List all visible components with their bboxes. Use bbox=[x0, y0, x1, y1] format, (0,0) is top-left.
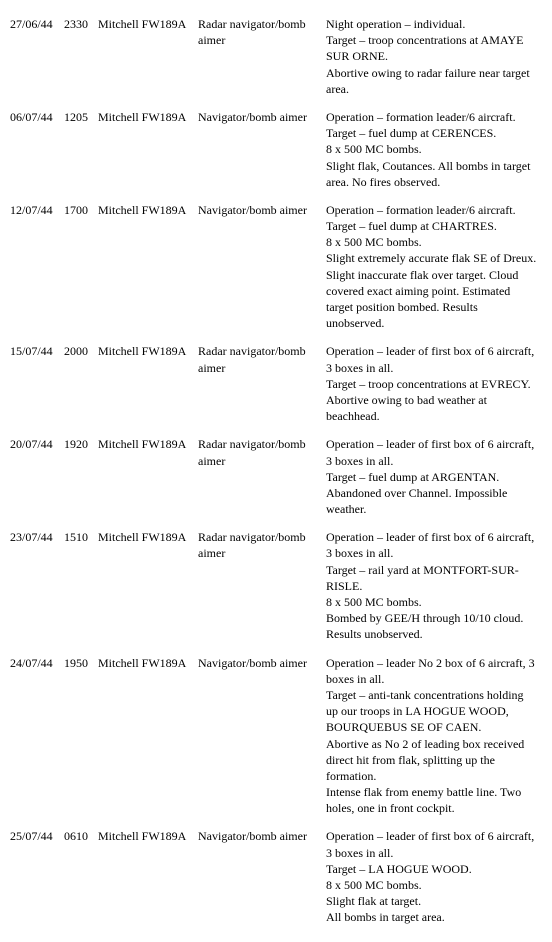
aircraft-cell: Mitchell FW189A bbox=[98, 649, 198, 823]
role-cell: Navigator/bomb aimer bbox=[198, 103, 326, 196]
aircraft-cell: Mitchell FW189A bbox=[98, 822, 198, 931]
notes-line: Target – fuel dump at CHARTRES. bbox=[326, 218, 538, 234]
notes-line: Bombed by GEE/H through 10/10 cloud. Res… bbox=[326, 610, 538, 642]
notes-line: Operation – leader of first box of 6 air… bbox=[326, 343, 538, 375]
notes-line: Target – troop concentrations at EVRECY. bbox=[326, 376, 538, 392]
notes-line: Operation – formation leader/6 aircraft. bbox=[326, 202, 538, 218]
table-row: 24/07/441950Mitchell FW189ANavigator/bom… bbox=[10, 649, 542, 823]
date-cell: 12/07/44 bbox=[10, 196, 64, 338]
time-cell: 2330 bbox=[64, 10, 98, 103]
date-cell: 23/07/44 bbox=[10, 523, 64, 648]
notes-cell: Operation – leader of first box of 6 air… bbox=[326, 523, 542, 648]
time-cell: 1700 bbox=[64, 196, 98, 338]
notes-cell: Night operation – individual.Target – tr… bbox=[326, 10, 542, 103]
notes-line: Abortive as No 2 of leading box received… bbox=[326, 736, 538, 785]
role-cell: Navigator/bomb aimer bbox=[198, 196, 326, 338]
notes-line: 8 x 500 MC bombs. bbox=[326, 234, 538, 250]
notes-line: Operation – leader of first box of 6 air… bbox=[326, 436, 538, 468]
table-row: 15/07/442000Mitchell FW189ARadar navigat… bbox=[10, 337, 542, 430]
table-row: 06/07/441205Mitchell FW189ANavigator/bom… bbox=[10, 103, 542, 196]
notes-line: Slight flak, Coutances. All bombs in tar… bbox=[326, 158, 538, 190]
notes-line: Abandoned over Channel. Impossible weath… bbox=[326, 485, 538, 517]
table-row: 23/07/441510Mitchell FW189ARadar navigat… bbox=[10, 523, 542, 648]
date-cell: 24/07/44 bbox=[10, 649, 64, 823]
notes-line: Intense flak from enemy battle line. Two… bbox=[326, 784, 538, 816]
time-cell: 0610 bbox=[64, 822, 98, 931]
time-cell: 1950 bbox=[64, 649, 98, 823]
aircraft-cell: Mitchell FW189A bbox=[98, 196, 198, 338]
role-cell: Radar navigator/bomb aimer bbox=[198, 523, 326, 648]
log-table: 27/06/442330Mitchell FW189ARadar navigat… bbox=[10, 10, 542, 932]
notes-line: Target – fuel dump at CERENCES. bbox=[326, 125, 538, 141]
notes-line: Target – rail yard at MONTFORT-SUR-RISLE… bbox=[326, 562, 538, 594]
notes-line: Operation – leader of first box of 6 air… bbox=[326, 529, 538, 561]
aircraft-cell: Mitchell FW189A bbox=[98, 10, 198, 103]
notes-line: Slight flak at target. bbox=[326, 893, 538, 909]
time-cell: 2000 bbox=[64, 337, 98, 430]
notes-cell: Operation – leader of first box of 6 air… bbox=[326, 822, 542, 931]
role-cell: Radar navigator/bomb aimer bbox=[198, 10, 326, 103]
notes-line: Night operation – individual. bbox=[326, 16, 538, 32]
notes-cell: Operation – leader of first box of 6 air… bbox=[326, 337, 542, 430]
notes-line: Target – anti-tank concentrations holdin… bbox=[326, 687, 538, 736]
time-cell: 1920 bbox=[64, 430, 98, 523]
table-row: 12/07/441700Mitchell FW189ANavigator/bom… bbox=[10, 196, 542, 338]
table-row: 20/07/441920Mitchell FW189ARadar navigat… bbox=[10, 430, 542, 523]
notes-line: Abortive owing to bad weather at beachhe… bbox=[326, 392, 538, 424]
date-cell: 25/07/44 bbox=[10, 822, 64, 931]
notes-line: Operation – formation leader/6 aircraft. bbox=[326, 109, 538, 125]
aircraft-cell: Mitchell FW189A bbox=[98, 337, 198, 430]
notes-line: Operation – leader of first box of 6 air… bbox=[326, 828, 538, 860]
date-cell: 06/07/44 bbox=[10, 103, 64, 196]
table-row: 27/06/442330Mitchell FW189ARadar navigat… bbox=[10, 10, 542, 103]
date-cell: 27/06/44 bbox=[10, 10, 64, 103]
notes-cell: Operation – leader of first box of 6 air… bbox=[326, 430, 542, 523]
role-cell: Navigator/bomb aimer bbox=[198, 649, 326, 823]
notes-line: Target – LA HOGUE WOOD. bbox=[326, 861, 538, 877]
notes-line: Target – troop concentrations at AMAYE S… bbox=[326, 32, 538, 64]
date-cell: 15/07/44 bbox=[10, 337, 64, 430]
aircraft-cell: Mitchell FW189A bbox=[98, 523, 198, 648]
notes-cell: Operation – formation leader/6 aircraft.… bbox=[326, 103, 542, 196]
notes-cell: Operation – leader No 2 box of 6 aircraf… bbox=[326, 649, 542, 823]
notes-line: 8 x 500 MC bombs. bbox=[326, 141, 538, 157]
notes-cell: Operation – formation leader/6 aircraft.… bbox=[326, 196, 542, 338]
table-row: 25/07/440610Mitchell FW189ANavigator/bom… bbox=[10, 822, 542, 931]
role-cell: Radar navigator/bomb aimer bbox=[198, 337, 326, 430]
notes-line: Abortive owing to radar failure near tar… bbox=[326, 65, 538, 97]
aircraft-cell: Mitchell FW189A bbox=[98, 103, 198, 196]
role-cell: Radar navigator/bomb aimer bbox=[198, 430, 326, 523]
notes-line: All bombs in target area. bbox=[326, 909, 538, 925]
notes-line: 8 x 500 MC bombs. bbox=[326, 877, 538, 893]
notes-line: 8 x 500 MC bombs. bbox=[326, 594, 538, 610]
notes-line: Slight extremely accurate flak SE of Dre… bbox=[326, 250, 538, 331]
notes-line: Target – fuel dump at ARGENTAN. bbox=[326, 469, 538, 485]
date-cell: 20/07/44 bbox=[10, 430, 64, 523]
notes-line: Operation – leader No 2 box of 6 aircraf… bbox=[326, 655, 538, 687]
time-cell: 1510 bbox=[64, 523, 98, 648]
aircraft-cell: Mitchell FW189A bbox=[98, 430, 198, 523]
time-cell: 1205 bbox=[64, 103, 98, 196]
role-cell: Navigator/bomb aimer bbox=[198, 822, 326, 931]
